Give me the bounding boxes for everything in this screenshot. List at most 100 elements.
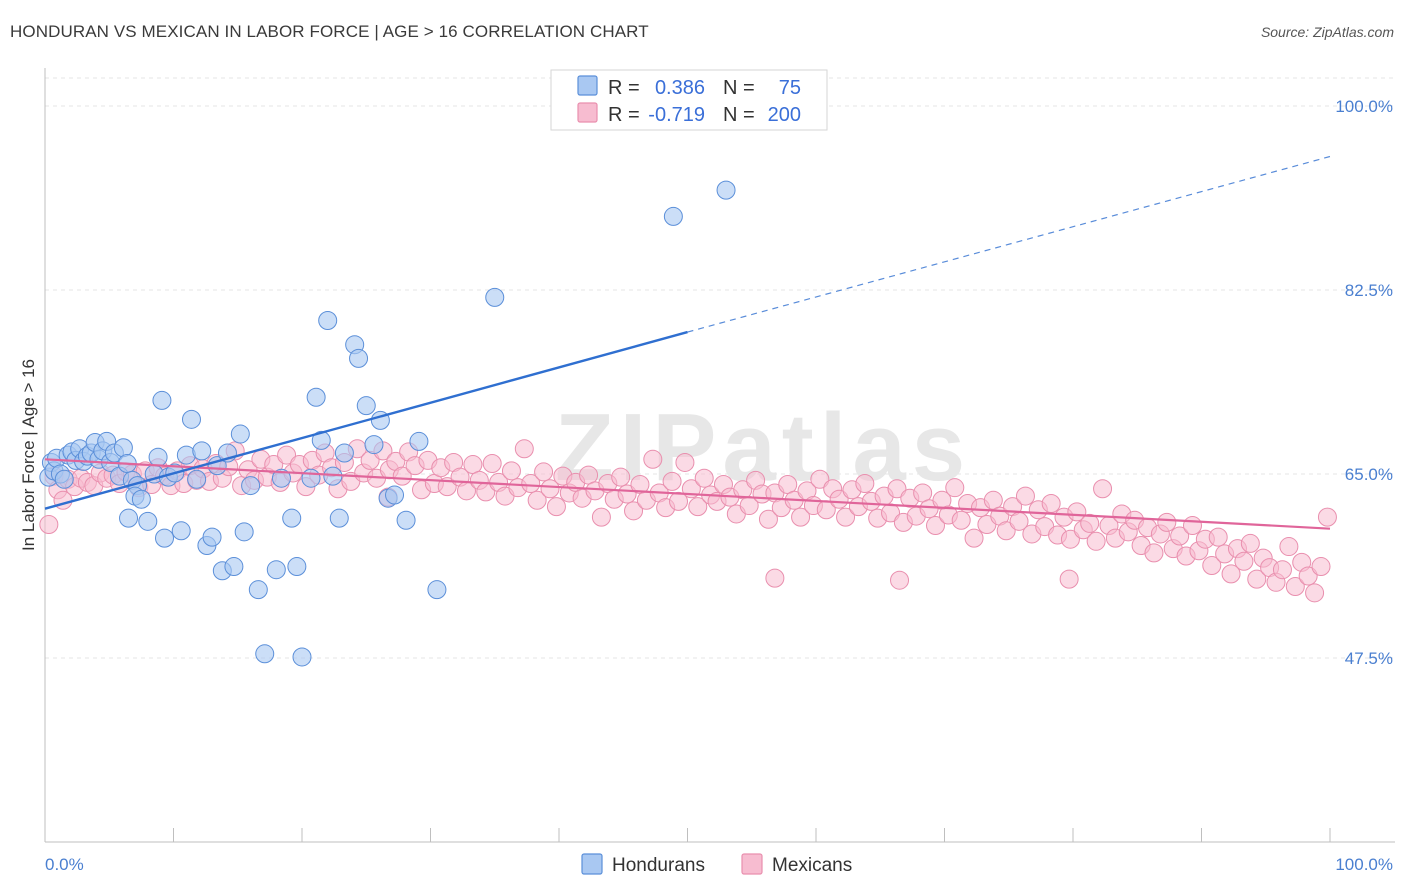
- mexican-point: [1208, 527, 1228, 547]
- bottom-legend-label-mexicans: Mexicans: [772, 855, 852, 876]
- honduran-point: [202, 527, 222, 547]
- mexican-point: [1202, 555, 1222, 575]
- mexican-point: [855, 473, 875, 493]
- mexican-point: [675, 452, 695, 472]
- mexican-point: [688, 497, 708, 517]
- honduran-point: [248, 580, 268, 600]
- mexican-point: [1041, 493, 1061, 513]
- legend-n-value-hondurans: 75: [779, 77, 801, 99]
- honduran-point: [334, 443, 354, 463]
- source-credit: Source: ZipAtlas.com: [1260, 24, 1394, 40]
- mexican-point: [521, 473, 541, 493]
- x-tick-label-max: 100.0%: [1335, 855, 1393, 874]
- legend-n-label-hondurans: N =: [723, 77, 755, 99]
- mexican-point: [1144, 543, 1164, 563]
- mexican-point: [1060, 529, 1080, 549]
- mexican-point: [1279, 537, 1299, 557]
- bottom-legend-label-hondurans: Hondurans: [612, 855, 705, 876]
- honduran-point: [131, 489, 151, 509]
- legend-swatch-hondurans: [577, 75, 598, 96]
- mexican-point: [887, 479, 907, 499]
- honduran-point: [306, 387, 326, 407]
- mexican-point: [1285, 577, 1305, 597]
- honduran-point: [54, 469, 74, 489]
- mexican-point: [1157, 512, 1177, 532]
- mexican-point: [1080, 513, 1100, 533]
- y-tick-label: 100.0%: [1335, 97, 1393, 116]
- mexican-point: [501, 461, 521, 481]
- y-tick-label: 65.0%: [1345, 465, 1393, 484]
- mexican-point: [1059, 569, 1079, 589]
- honduran-point: [427, 580, 447, 600]
- mexican-point: [534, 462, 554, 482]
- mexican-point: [1221, 564, 1241, 584]
- mexican-point: [662, 471, 682, 491]
- mexican-point: [829, 489, 849, 509]
- honduran-point: [230, 424, 250, 444]
- bottom-legend-swatch-hondurans: [581, 853, 603, 875]
- mexican-point: [1067, 502, 1087, 522]
- legend-n-value-mexicans: 200: [768, 104, 801, 126]
- mexican-point: [1240, 533, 1260, 553]
- honduran-point: [663, 206, 683, 226]
- mexican-point: [694, 468, 714, 488]
- honduran-point: [113, 438, 133, 458]
- mexicans-trend-line: [44, 458, 1331, 530]
- x-axis-ticks: [44, 828, 1331, 842]
- honduran-point: [255, 644, 275, 664]
- honduran-point: [171, 521, 191, 541]
- mexican-point: [591, 507, 611, 527]
- honduran-point: [311, 430, 331, 450]
- honduran-point: [349, 348, 369, 368]
- bottom-legend: Hondurans Mexicans: [581, 853, 852, 876]
- chart-title: HONDURAN VS MEXICAN IN LABOR FORCE | AGE…: [10, 22, 649, 41]
- gridlines: [45, 77, 1395, 659]
- mexican-point: [890, 570, 910, 590]
- honduran-point: [396, 510, 416, 530]
- legend-r-value-mexicans: -0.719: [648, 104, 705, 126]
- y-axis-title: In Labor Force | Age > 16: [19, 359, 38, 551]
- honduran-point: [356, 396, 376, 416]
- honduran-point: [192, 441, 212, 461]
- y-tick-label: 82.5%: [1345, 281, 1393, 300]
- mexican-point: [1247, 569, 1267, 589]
- mexican-point: [1093, 479, 1113, 499]
- honduran-point: [224, 557, 244, 577]
- hondurans-trend-line: [44, 330, 688, 510]
- hondurans-points: [39, 180, 736, 667]
- legend-box: R = 0.386 N = 75 R = -0.719 N = 200: [550, 69, 828, 131]
- mexican-point: [624, 501, 644, 521]
- mexican-point: [810, 469, 830, 489]
- honduran-point: [282, 508, 302, 528]
- legend-r-value-hondurans: 0.386: [655, 77, 705, 99]
- honduran-point: [266, 560, 286, 580]
- mexican-point: [1234, 551, 1254, 571]
- mexican-point: [669, 491, 689, 511]
- honduran-point: [292, 647, 312, 667]
- mexican-point: [39, 514, 59, 534]
- y-tick-label: 47.5%: [1345, 649, 1393, 668]
- honduran-point: [241, 476, 261, 496]
- mexican-point: [791, 507, 811, 527]
- mexican-point: [611, 467, 631, 487]
- mexican-point: [836, 507, 856, 527]
- honduran-point: [364, 435, 384, 455]
- honduran-point: [148, 447, 168, 467]
- mexican-point: [1272, 560, 1292, 580]
- mexican-point: [1170, 526, 1190, 546]
- hondurans-trend-extension: [687, 155, 1331, 333]
- mexican-point: [1183, 516, 1203, 536]
- mexican-point: [765, 568, 785, 588]
- honduran-point: [329, 508, 349, 528]
- mexican-point: [1317, 507, 1337, 527]
- mexican-point: [527, 490, 547, 510]
- mexicans-points: [39, 439, 1337, 603]
- mexican-point: [1086, 531, 1106, 551]
- honduran-point: [152, 390, 172, 410]
- x-tick-label-min: 0.0%: [45, 855, 84, 874]
- mexican-point: [392, 466, 412, 486]
- honduran-point: [409, 431, 429, 451]
- legend-swatch-mexicans: [577, 102, 598, 123]
- honduran-point: [271, 468, 291, 488]
